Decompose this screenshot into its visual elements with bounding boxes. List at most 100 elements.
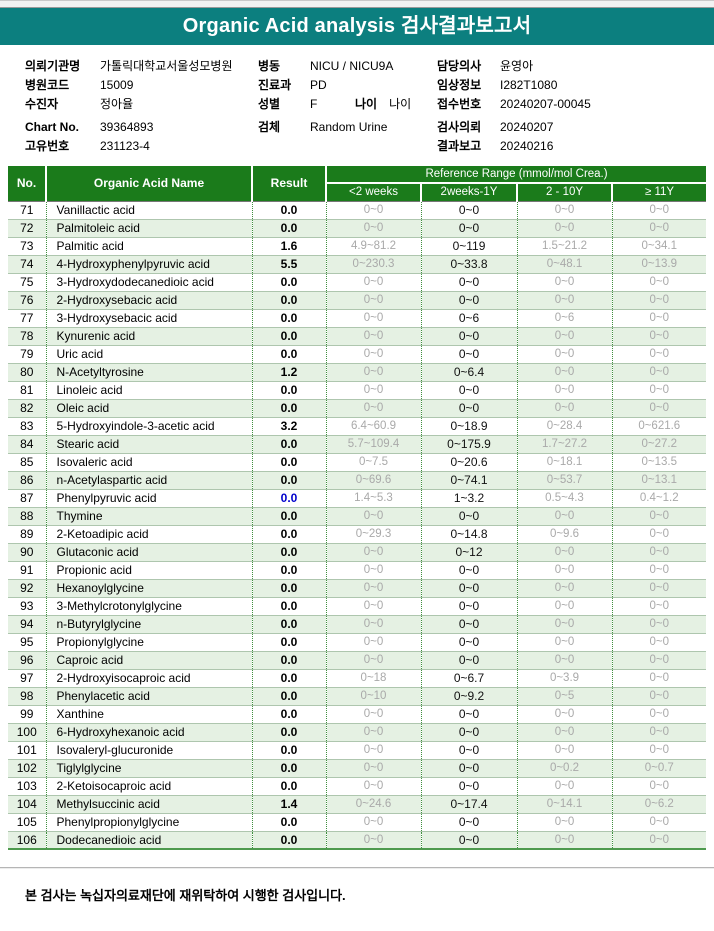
- row-range-2w-1y: 0~0: [421, 813, 518, 832]
- row-result: 0.0: [252, 669, 327, 688]
- row-result: 0.0: [252, 633, 327, 652]
- row-range-2w-1y: 1~3.2: [421, 489, 518, 508]
- row-range-2w-1y: 0~0: [421, 219, 518, 238]
- row-result: 0.0: [252, 543, 327, 562]
- specimen-value: Random Urine: [310, 120, 388, 134]
- info-row-chart-no: Chart No. 39364893: [25, 118, 258, 137]
- row-no: 81: [8, 381, 47, 400]
- row-no: 94: [8, 615, 47, 634]
- patient-info-section: 의뢰기관명 가톨릭대학교서울성모병원 병원코드 15009 수진자 정아율 Ch…: [0, 45, 714, 166]
- row-acid-name: Propionic acid: [46, 561, 253, 580]
- row-range-11y-plus: 0~0: [612, 651, 707, 670]
- row-acid-name: Dodecanedioic acid: [46, 831, 253, 850]
- row-no: 82: [8, 399, 47, 418]
- row-range-under2w: 0~0: [326, 705, 422, 724]
- unique-id-value: 231123-4: [100, 139, 150, 153]
- row-acid-name: Methylsuccinic acid: [46, 795, 253, 814]
- col-header-result: Result: [251, 166, 326, 201]
- row-range-under2w: 0~0: [326, 200, 422, 220]
- patient-name-label: 수진자: [25, 97, 59, 111]
- table-row: 75 3-Hydroxydodecanedioic acid 0.0 0~0 0…: [8, 273, 707, 292]
- row-result: 0.0: [252, 399, 327, 418]
- row-no: 84: [8, 435, 47, 454]
- row-no: 80: [8, 363, 47, 382]
- row-range-under2w: 0~0: [326, 777, 422, 796]
- row-range-11y-plus: 0~0: [612, 831, 707, 850]
- row-range-11y-plus: 0~0: [612, 291, 707, 310]
- info-row-request-date: 검사의뢰 20240207: [437, 118, 707, 137]
- row-no: 83: [8, 417, 47, 436]
- row-no: 97: [8, 669, 47, 688]
- department-value: PD: [310, 78, 327, 92]
- row-range-11y-plus: 0~0: [612, 579, 707, 598]
- top-strip: [0, 0, 714, 8]
- row-no: 79: [8, 345, 47, 364]
- row-acid-name: n-Butyrylglycine: [46, 615, 253, 634]
- row-range-2-10y: 0~0: [517, 381, 613, 400]
- info-row-report-date: 결과보고 20240216: [437, 137, 707, 156]
- row-result: 1.2: [252, 363, 327, 382]
- row-result: 0.0: [252, 309, 327, 328]
- row-range-11y-plus: 0~0: [612, 399, 707, 418]
- row-range-11y-plus: 0~0: [612, 705, 707, 724]
- row-range-2-10y: 0~0: [517, 219, 613, 238]
- info-row-institution: 의뢰기관명 가톨릭대학교서울성모병원: [25, 57, 258, 76]
- col-header-name: Organic Acid Name: [45, 166, 252, 201]
- row-result: 0.0: [252, 273, 327, 292]
- row-range-2w-1y: 0~74.1: [421, 471, 518, 490]
- row-range-2w-1y: 0~0: [421, 561, 518, 580]
- row-range-2-10y: 0~0: [517, 579, 613, 598]
- row-no: 91: [8, 561, 47, 580]
- row-range-2w-1y: 0~12: [421, 543, 518, 562]
- table-row: 88 Thymine 0.0 0~0 0~0 0~0 0~0: [8, 507, 707, 526]
- table-row: 98 Phenylacetic acid 0.0 0~10 0~9.2 0~5 …: [8, 687, 707, 706]
- row-no: 100: [8, 723, 47, 742]
- row-no: 88: [8, 507, 47, 526]
- row-acid-name: Linoleic acid: [46, 381, 253, 400]
- table-row: 85 Isovaleric acid 0.0 0~7.5 0~20.6 0~18…: [8, 453, 707, 472]
- row-acid-name: Thymine: [46, 507, 253, 526]
- row-range-under2w: 0~0: [326, 381, 422, 400]
- row-result: 0.0: [252, 453, 327, 472]
- row-acid-name: Oleic acid: [46, 399, 253, 418]
- row-range-under2w: 1.4~5.3: [326, 489, 422, 508]
- row-range-under2w: 0~0: [326, 741, 422, 760]
- row-range-2w-1y: 0~0: [421, 597, 518, 616]
- row-acid-name: Isovaleric acid: [46, 453, 253, 472]
- row-range-11y-plus: 0~0: [612, 345, 707, 364]
- row-result: 0.0: [252, 507, 327, 526]
- row-acid-name: 3-Methylcrotonylglycine: [46, 597, 253, 616]
- table-row: 77 3-Hydroxysebacic acid 0.0 0~0 0~6 0~6…: [8, 309, 707, 328]
- row-range-2-10y: 0~0: [517, 200, 613, 220]
- row-acid-name: 5-Hydroxyindole-3-acetic acid: [46, 417, 253, 436]
- row-range-2w-1y: 0~14.8: [421, 525, 518, 544]
- row-range-11y-plus: 0~34.1: [612, 237, 707, 256]
- patient-info-right: 담당의사 윤영아 임상정보 I282T1080 접수번호 20240207-00…: [437, 57, 707, 156]
- row-acid-name: N-Acetyltyrosine: [46, 363, 253, 382]
- info-row-physician: 담당의사 윤영아: [437, 57, 707, 76]
- row-range-under2w: 0~0: [326, 399, 422, 418]
- row-range-11y-plus: 0~0: [612, 363, 707, 382]
- row-result: 0.0: [252, 345, 327, 364]
- row-range-2-10y: 0~48.1: [517, 255, 613, 274]
- row-result: 0.0: [252, 525, 327, 544]
- row-range-2-10y: 0~0: [517, 273, 613, 292]
- table-row: 103 2-Ketoisocaproic acid 0.0 0~0 0~0 0~…: [8, 777, 707, 796]
- row-no: 76: [8, 291, 47, 310]
- row-range-2-10y: 0~0: [517, 363, 613, 382]
- row-result: 0.0: [252, 687, 327, 706]
- row-range-under2w: 5.7~109.4: [326, 435, 422, 454]
- row-range-2-10y: 0~0: [517, 597, 613, 616]
- row-acid-name: Isovaleryl-glucuronide: [46, 741, 253, 760]
- row-no: 90: [8, 543, 47, 562]
- table-row: 94 n-Butyrylglycine 0.0 0~0 0~0 0~0 0~0: [8, 615, 707, 634]
- table-row: 76 2-Hydroxysebacic acid 0.0 0~0 0~0 0~0…: [8, 291, 707, 310]
- row-range-11y-plus: 0~0: [612, 687, 707, 706]
- table-row: 81 Linoleic acid 0.0 0~0 0~0 0~0 0~0: [8, 381, 707, 400]
- row-range-2w-1y: 0~6.7: [421, 669, 518, 688]
- row-range-2-10y: 0~0: [517, 399, 613, 418]
- report-title: Organic Acid analysis 검사결과보고서: [0, 8, 714, 45]
- row-range-2w-1y: 0~0: [421, 381, 518, 400]
- row-range-2w-1y: 0~0: [421, 399, 518, 418]
- row-range-under2w: 0~0: [326, 561, 422, 580]
